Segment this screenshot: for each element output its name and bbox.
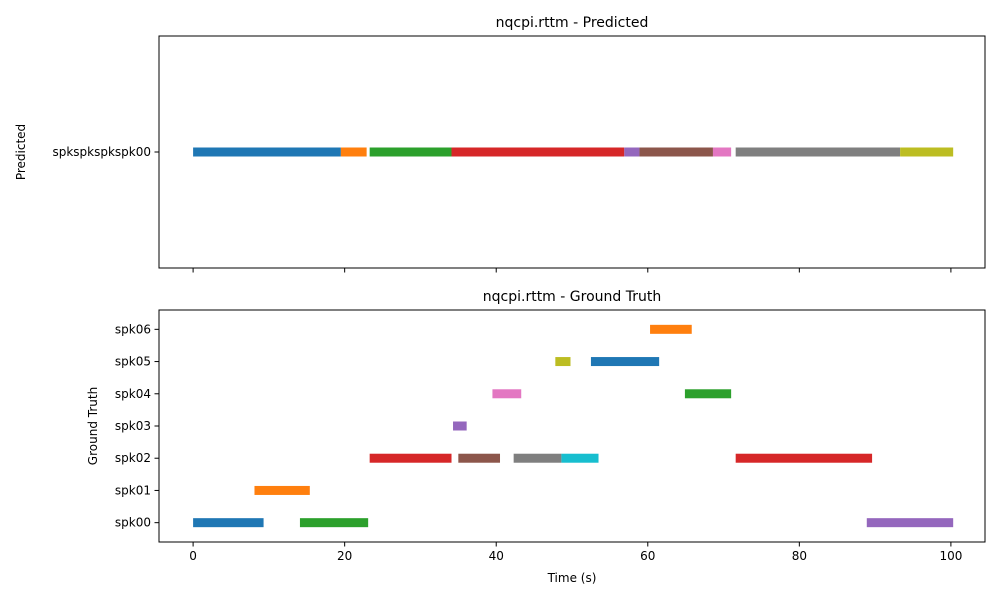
ground-truth-xlabel: Time (s) bbox=[547, 571, 597, 585]
ground-truth-title: nqcpi.rttm - Ground Truth bbox=[483, 289, 661, 305]
ground-truth-ytick-label: spk00 bbox=[115, 516, 151, 530]
ground-truth-ytick-label: spk06 bbox=[115, 322, 151, 336]
ground-truth-xtick-label: 20 bbox=[337, 549, 352, 563]
ground-truth-xtick-label: 60 bbox=[640, 549, 655, 563]
predicted-segment bbox=[451, 147, 625, 157]
ground-truth-xtick-label: 80 bbox=[792, 549, 807, 563]
ground-truth-segment bbox=[555, 357, 571, 367]
predicted-segment bbox=[369, 147, 452, 157]
ground-truth-segment bbox=[735, 453, 873, 463]
ground-truth-segment bbox=[590, 357, 660, 367]
ground-truth-ytick-label: spk05 bbox=[115, 355, 151, 369]
predicted-segment bbox=[639, 147, 713, 157]
predicted-ytick-label: spkspkspkspk00 bbox=[52, 145, 151, 159]
ground-truth-ylabel: Ground Truth bbox=[86, 387, 100, 465]
ground-truth-segment bbox=[650, 324, 692, 334]
ground-truth-segment bbox=[369, 453, 452, 463]
ground-truth-ytick-label: spk04 bbox=[115, 387, 151, 401]
predicted-segment bbox=[340, 147, 367, 157]
predicted-segment bbox=[624, 147, 640, 157]
ground-truth-segment bbox=[684, 389, 732, 399]
ground-truth-segment bbox=[513, 453, 562, 463]
predicted-segment bbox=[900, 147, 954, 157]
predicted-ylabel: Predicted bbox=[14, 124, 28, 180]
predicted-title: nqcpi.rttm - Predicted bbox=[496, 15, 649, 31]
ground-truth-ytick-label: spk02 bbox=[115, 451, 151, 465]
ground-truth-segment bbox=[866, 518, 954, 528]
predicted-segment bbox=[193, 147, 341, 157]
predicted-segment bbox=[712, 147, 732, 157]
ground-truth-segment bbox=[561, 453, 599, 463]
ground-truth-segment bbox=[299, 518, 369, 528]
ground-truth-segment bbox=[492, 389, 522, 399]
ground-truth-segment bbox=[193, 518, 264, 528]
ground-truth-segment bbox=[458, 453, 501, 463]
ground-truth-segment bbox=[254, 485, 310, 495]
ground-truth-xtick-label: 0 bbox=[189, 549, 197, 563]
ground-truth-axes-frame bbox=[158, 309, 986, 543]
ground-truth-xtick-label: 100 bbox=[939, 549, 962, 563]
ground-truth-segment bbox=[453, 421, 467, 431]
ground-truth-ytick-label: spk03 bbox=[115, 419, 151, 433]
predicted-segment bbox=[735, 147, 901, 157]
ground-truth-ytick-label: spk01 bbox=[115, 483, 151, 497]
ground-truth-xtick-label: 40 bbox=[489, 549, 504, 563]
